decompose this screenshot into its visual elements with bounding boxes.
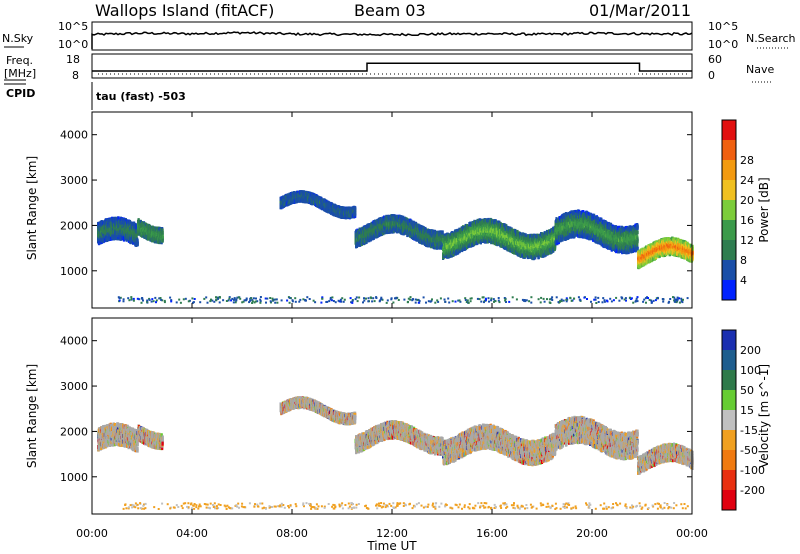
- power-heatmap: [97, 190, 694, 304]
- freq-tick-top: 18: [66, 53, 80, 66]
- nsky-panel-frame: [92, 22, 692, 50]
- nsearch-label: N.Search: [746, 32, 796, 45]
- range-cell: [162, 229, 164, 233]
- nsky-tick-top: 10^5: [58, 20, 88, 33]
- nave-tick-top: 60: [708, 53, 722, 66]
- cpid-text: tau (fast) -503: [96, 90, 186, 103]
- beam-label: Beam 03: [354, 1, 426, 20]
- nave-tick-bottom: 0: [708, 69, 715, 82]
- range-cell: [162, 235, 164, 239]
- date-label: 01/Mar/2011: [589, 1, 691, 20]
- nsky-label: N.Sky: [2, 32, 34, 45]
- nsky-series-line: [92, 32, 692, 49]
- freq-label-line2: [MHz]: [4, 67, 36, 80]
- nsearch-tick-bottom: 10^0: [708, 38, 738, 51]
- nsky-tick-bottom: 10^0: [58, 38, 88, 51]
- radar-summary-plot: Wallops Island (fitACF) Beam 03 01/Mar/2…: [0, 0, 800, 554]
- range-cell: [137, 242, 139, 246]
- nsearch-tick-top: 10^5: [708, 20, 738, 33]
- range-cell: [162, 239, 164, 243]
- cpid-label: CPID: [6, 87, 35, 100]
- freq-tick-bottom: 8: [72, 69, 79, 82]
- station-title: Wallops Island (fitACF): [95, 1, 274, 20]
- freq-series-line: [92, 63, 692, 71]
- nave-label: Nave: [746, 63, 774, 76]
- freq-label-line1: Freq.: [6, 54, 33, 67]
